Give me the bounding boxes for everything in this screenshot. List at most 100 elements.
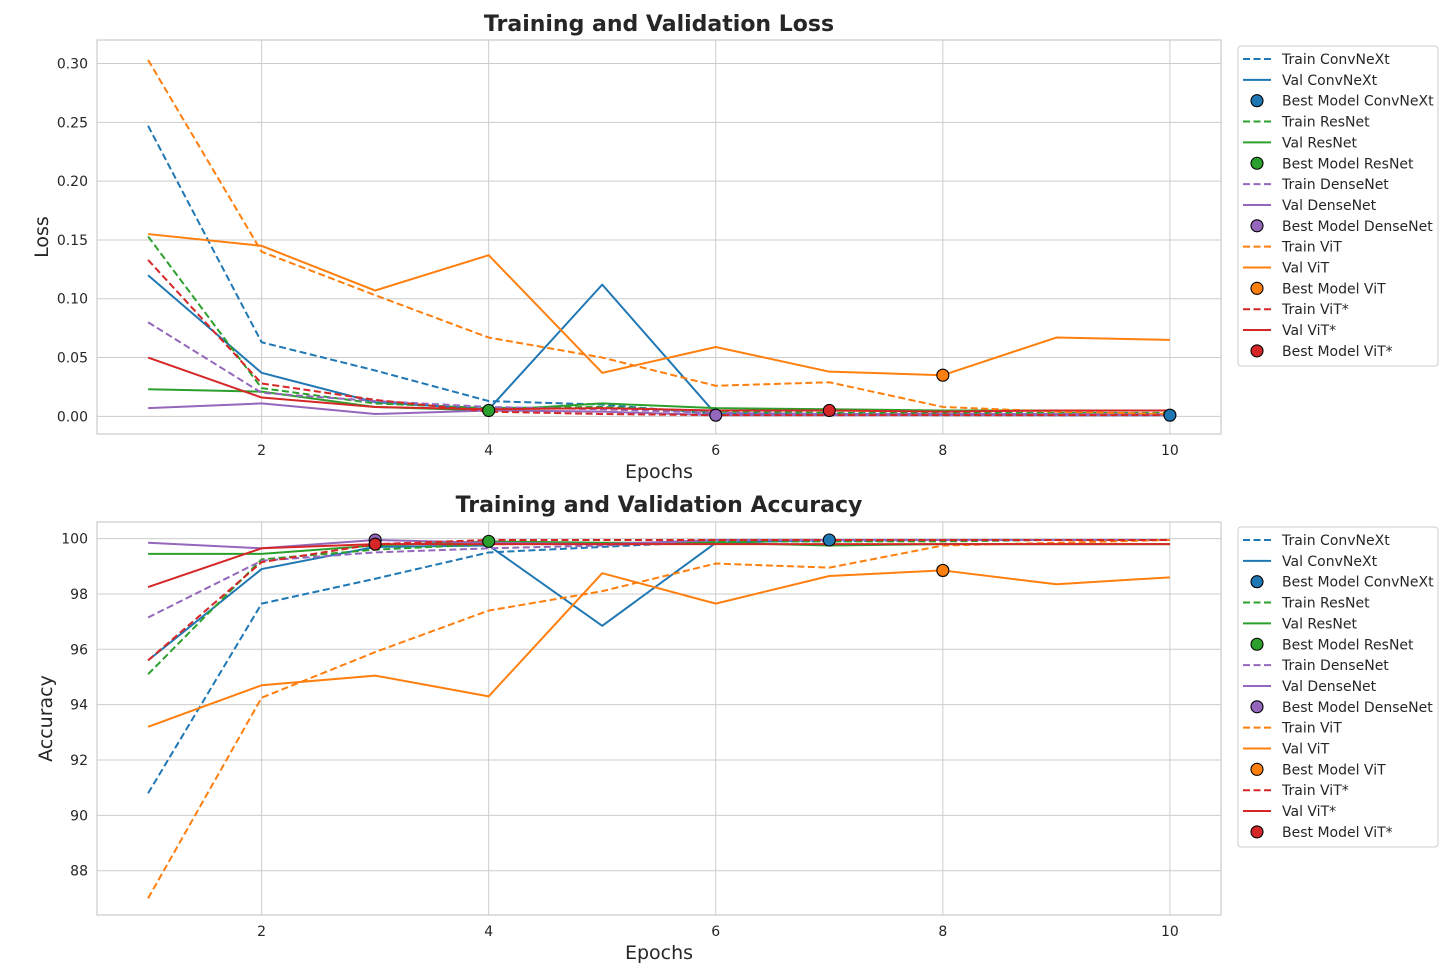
legend-item-best-model-resnet: Best Model ResNet	[1250, 156, 1414, 172]
x-tick-label: 10	[1161, 443, 1179, 459]
marker-best-model-densenet	[709, 408, 723, 422]
series-group	[147, 59, 1170, 417]
marker-best-model-convnext	[1163, 408, 1177, 422]
series-line-val-vit	[147, 569, 1170, 728]
marker-best-model-vit-star	[822, 403, 836, 418]
series-line-val-convnext	[147, 538, 1170, 662]
legend-item-train-resnet: Train ResNet	[1243, 115, 1370, 131]
marker-best-model-vit	[936, 368, 950, 382]
legend-label: Train ConvNeXt	[1281, 533, 1390, 549]
x-tick-label: 6	[711, 443, 720, 459]
legend-swatch	[1250, 637, 1264, 651]
y-axis-label: Accuracy	[35, 675, 57, 762]
series-line-train-convnext	[147, 125, 1170, 417]
x-tick-label: 2	[257, 443, 266, 459]
legend-item-best-model-convnext: Best Model ConvNeXt	[1250, 94, 1434, 110]
legend-item-val-vit-star: Val ViT*	[1243, 323, 1336, 339]
y-tick-label: 92	[70, 753, 88, 769]
y-axis-label: Loss	[31, 216, 53, 258]
series-line-train-vit	[147, 59, 1170, 416]
legend-item-val-convnext: Val ConvNeXt	[1243, 554, 1378, 570]
legend-label: Train ConvNeXt	[1281, 52, 1390, 68]
grid	[97, 40, 1221, 434]
legend-item-best-model-vit-star: Best Model ViT*	[1250, 825, 1393, 841]
legend-item-val-densenet: Val DenseNet	[1243, 198, 1377, 214]
legend-label: Val ResNet	[1282, 135, 1358, 151]
legend-label: Train ViT	[1281, 721, 1342, 737]
legend-swatch	[1250, 281, 1264, 295]
legend-label: Val ConvNeXt	[1282, 554, 1378, 570]
legend-label: Best Model ConvNeXt	[1282, 575, 1434, 591]
legend-label: Train ViT*	[1281, 302, 1349, 318]
x-tick-label: 8	[938, 443, 947, 459]
legend-label: Val ViT	[1282, 742, 1330, 758]
legend-item-val-vit: Val ViT	[1243, 261, 1330, 277]
legend-item-best-model-vit: Best Model ViT	[1250, 281, 1386, 297]
legend-label: Best Model DenseNet	[1282, 219, 1433, 235]
y-tick-label: 88	[70, 864, 88, 880]
legend-label: Best Model ViT	[1282, 762, 1386, 778]
legend-item-train-resnet: Train ResNet	[1243, 596, 1370, 612]
legend-swatch	[1250, 575, 1264, 589]
grid	[97, 522, 1221, 915]
marker-best-model-resnet	[482, 534, 496, 548]
y-tick-label: 0.15	[57, 233, 88, 249]
y-tick-label: 0.05	[57, 351, 88, 367]
series-line-train-resnet	[147, 538, 1170, 675]
legend-item-val-densenet: Val DenseNet	[1243, 679, 1377, 695]
y-tick-label: 0.00	[57, 409, 88, 425]
legend-label: Best Model ViT*	[1282, 825, 1393, 841]
legend-item-val-vit: Val ViT	[1243, 742, 1330, 758]
x-tick-label: 4	[484, 443, 493, 459]
x-tick-label: 8	[938, 924, 947, 940]
legend-label: Val ViT*	[1282, 323, 1336, 339]
legend-label: Val ConvNeXt	[1282, 73, 1378, 89]
y-tick-label: 90	[70, 808, 88, 824]
series-line-val-vit	[147, 233, 1170, 377]
legend-item-best-model-densenet: Best Model DenseNet	[1250, 700, 1433, 716]
series-line-train-resnet	[147, 235, 1170, 414]
chart-title: Training and Validation Loss	[484, 12, 834, 37]
series-line-train-vit-star	[147, 259, 1170, 417]
marker-best-model-vit-star	[368, 537, 382, 551]
legend-label: Val ViT*	[1282, 804, 1336, 820]
x-tick-label: 2	[257, 924, 266, 940]
legend-item-val-resnet: Val ResNet	[1243, 616, 1358, 632]
legend-item-val-resnet: Val ResNet	[1243, 135, 1358, 151]
legend-label: Val DenseNet	[1282, 679, 1377, 695]
legend-label: Best Model ViT	[1282, 281, 1386, 297]
plot-frame	[96, 39, 1222, 435]
plot-frame	[96, 521, 1222, 916]
legend-label: Val ViT	[1282, 261, 1330, 277]
x-tick-label: 4	[484, 924, 493, 940]
loss-panel: 2 4 6 8 10 0.00 0.05 0.10 0.15 0.20 0.25 0.30 Traini…	[31, 12, 1439, 483]
y-tick-label: 96	[70, 642, 88, 658]
legend-item-train-densenet: Train DenseNet	[1243, 658, 1389, 674]
legend-item-train-densenet: Train DenseNet	[1243, 177, 1389, 193]
legend-label: Best Model ResNet	[1282, 156, 1414, 172]
series-line-val-convnext	[147, 274, 1170, 417]
y-tick-label: 98	[70, 587, 88, 603]
legend-item-val-convnext: Val ConvNeXt	[1243, 73, 1378, 89]
legend-item-train-vit: Train ViT	[1243, 721, 1342, 737]
legend: Train ConvNeXt Val ConvNeXt Best Model Con…	[1237, 45, 1439, 367]
legend-frame	[1237, 526, 1439, 848]
legend-swatch	[1250, 762, 1264, 776]
legend-label: Train ViT*	[1281, 783, 1349, 799]
series-group	[147, 538, 1170, 899]
legend-swatch	[1250, 825, 1264, 839]
marker-best-model-convnext	[822, 533, 836, 547]
legend-label: Train DenseNet	[1281, 177, 1389, 193]
y-tick-label: 0.30	[57, 57, 88, 73]
legend-item-train-vit-star: Train ViT*	[1243, 302, 1349, 318]
legend-swatch	[1250, 94, 1264, 108]
marker-best-model-vit	[936, 563, 950, 577]
legend-label: Val DenseNet	[1282, 198, 1377, 214]
legend-item-val-vit-star: Val ViT*	[1243, 804, 1336, 820]
marker-best-model-resnet	[482, 403, 496, 418]
y-tick-label: 100	[61, 532, 88, 548]
legend-label: Train ViT	[1281, 240, 1342, 256]
series-line-val-vit-star	[147, 543, 1170, 588]
legend-item-train-convnext: Train ConvNeXt	[1243, 52, 1390, 68]
